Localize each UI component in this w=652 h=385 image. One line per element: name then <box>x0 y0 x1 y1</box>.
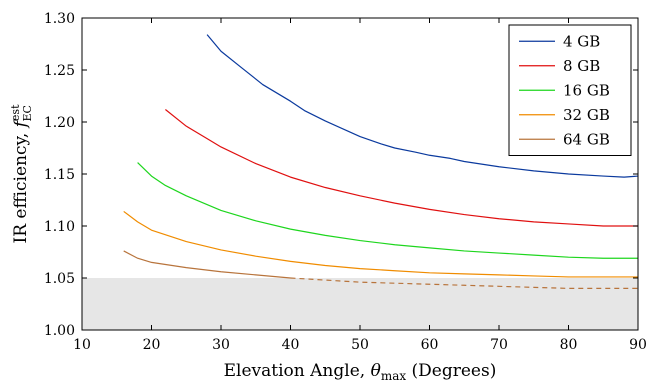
series-line-64-gb-solid <box>123 250 291 279</box>
y-tick-label: 1.30 <box>44 11 75 27</box>
y-tick-label: 1.20 <box>44 115 75 131</box>
series-line-16-gb <box>137 162 638 259</box>
y-axis-title-superscript: est <box>9 104 22 121</box>
series-line-4-gb <box>206 34 639 178</box>
series-line-32-gb <box>123 210 638 278</box>
x-tick-label: 60 <box>421 337 439 353</box>
shaded-region-layer <box>82 278 638 330</box>
x-tick-label: 10 <box>73 337 91 353</box>
y-axis-title: IR efficiency, festEC <box>9 104 34 244</box>
y-tick-label: 1.15 <box>44 167 75 183</box>
legend-label: 16 GB <box>563 81 610 99</box>
x-tick-label: 50 <box>351 337 369 353</box>
y-tick-label: 1.05 <box>44 271 75 287</box>
series-line-8-gb <box>165 109 638 227</box>
x-axis-title-prefix: Elevation Angle, <box>224 361 371 381</box>
legend-label: 8 GB <box>563 57 600 75</box>
x-tick-label: 30 <box>212 337 230 353</box>
x-axis-title-subscript: max <box>381 369 407 383</box>
x-tick-label: 90 <box>629 337 647 353</box>
legend: 4 GB 8 GB 16 GB 32 GB 64 GB <box>508 24 632 156</box>
x-axis-title: Elevation Angle, θmax (Degrees) <box>224 361 497 383</box>
legend-label: 32 GB <box>563 106 610 124</box>
y-tick-label: 1.10 <box>44 219 75 235</box>
x-tick-label: 20 <box>143 337 161 353</box>
y-axis-title-subscript: EC <box>21 105 34 121</box>
series-layer <box>123 34 639 289</box>
y-tick-label: 1.00 <box>44 323 75 339</box>
series-line-64-gb-dashed <box>290 277 638 289</box>
x-tick-label: 70 <box>490 337 508 353</box>
legend-label: 4 GB <box>563 32 600 50</box>
y-tick-label: 1.25 <box>44 63 75 79</box>
y-axis-title-prefix: IR efficiency, <box>11 127 31 243</box>
y-axis-title-symbol: f <box>11 118 31 129</box>
x-tick-label: 40 <box>282 337 300 353</box>
tick-layer: 10 20 30 40 50 60 70 80 90 1.00 1.05 1.10 1.15 1.20 1.… <box>44 11 647 353</box>
x-axis-title-symbol: θ <box>371 361 381 381</box>
shaded-region <box>82 278 638 330</box>
x-axis-title-suffix: (Degrees) <box>406 361 496 381</box>
legend-label: 64 GB <box>563 130 610 148</box>
x-tick-label: 80 <box>560 337 578 353</box>
